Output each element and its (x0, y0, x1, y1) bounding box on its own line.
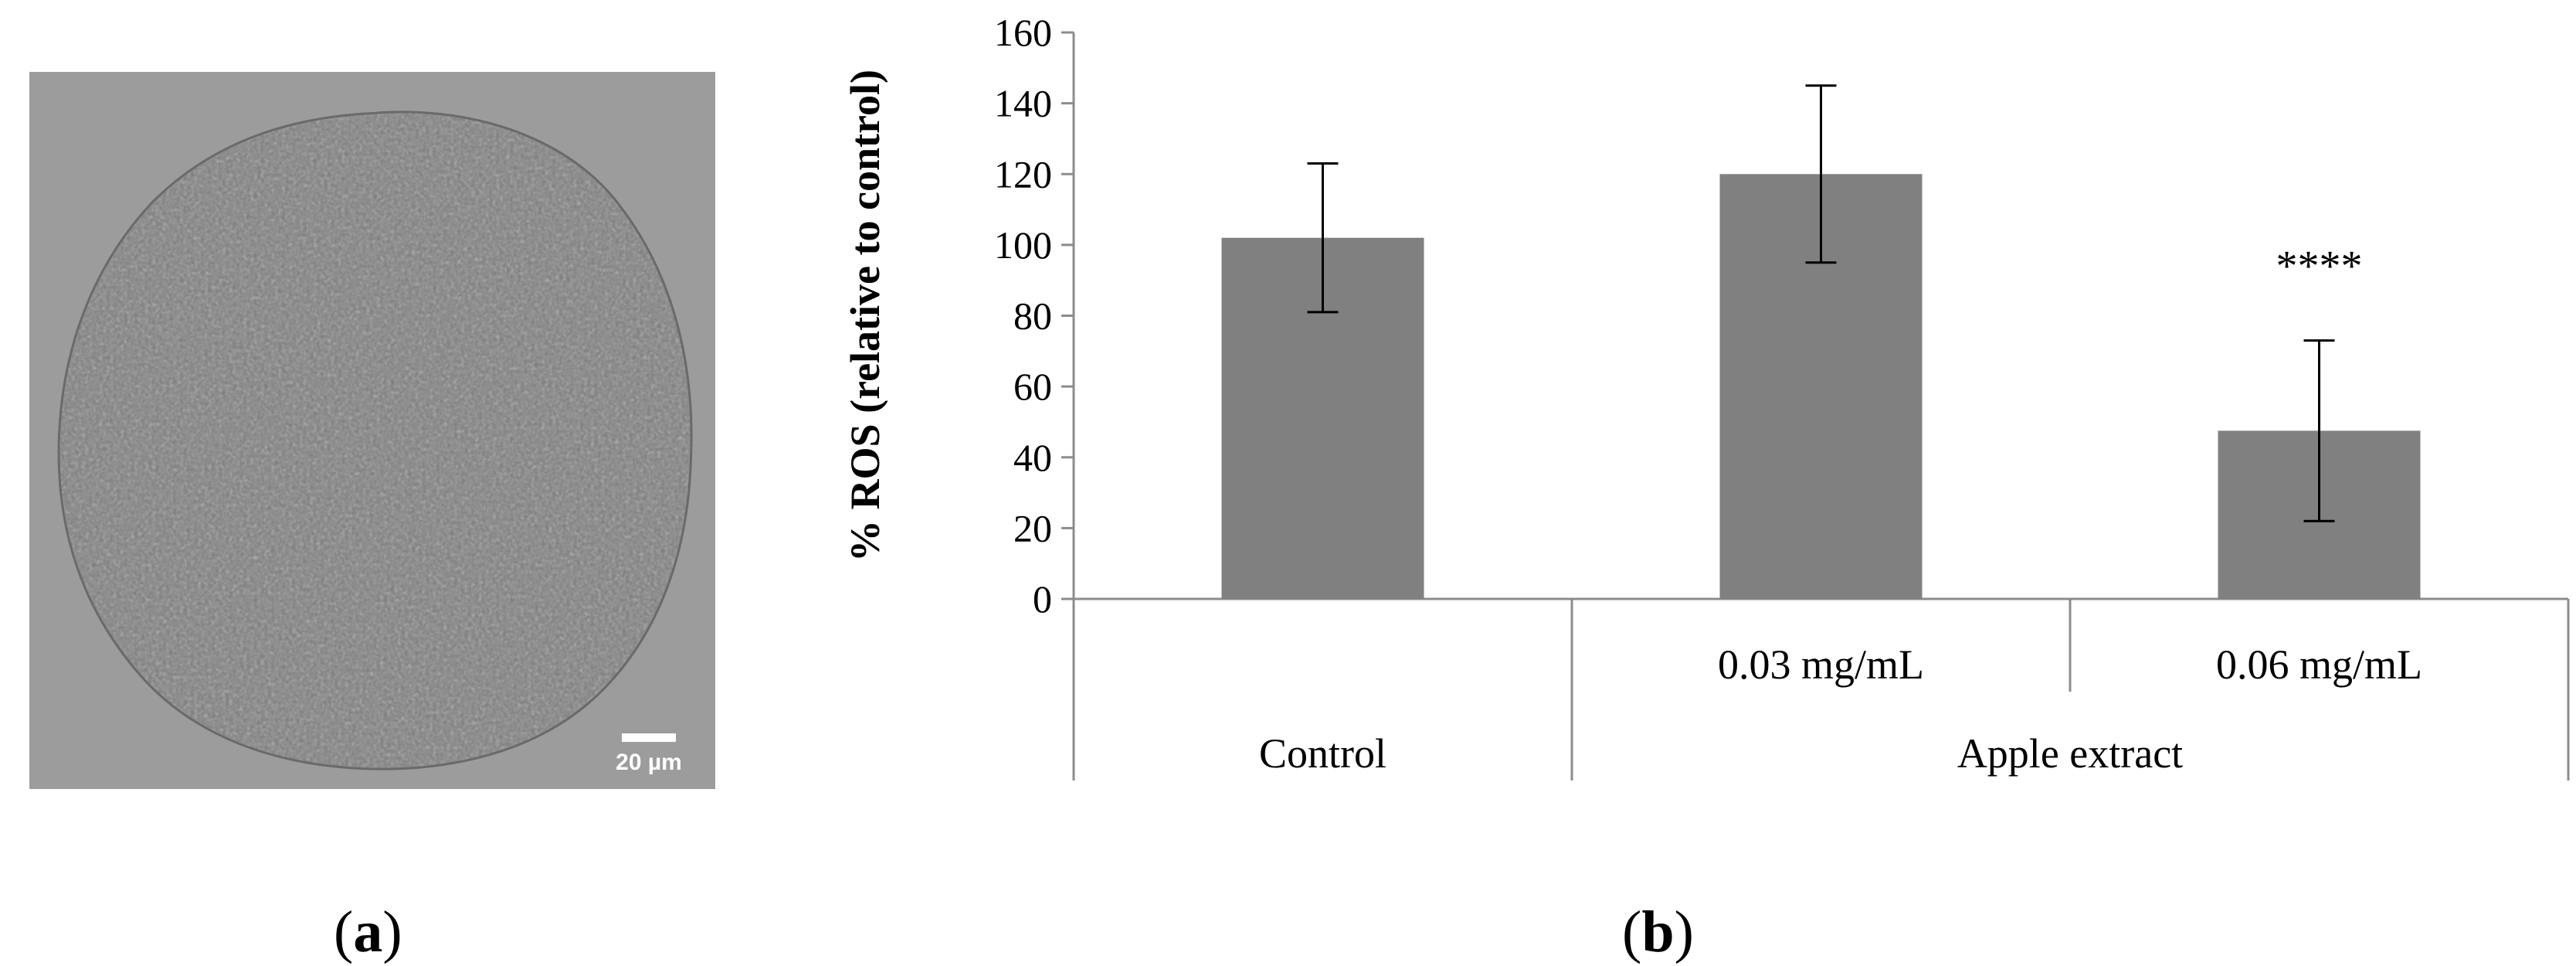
y-tick-label: 120 (994, 152, 1052, 196)
scale-bar (622, 733, 676, 742)
x-group-label: Apple extract (1957, 730, 2183, 777)
y-axis-title: % ROS (relative to control) (842, 70, 888, 562)
panel-b: 0 20 40 60 80 100 120 140 160 % ROS (relative to … (772, 0, 2576, 966)
y-tick-label: 20 (1013, 506, 1052, 549)
x-category-label: 0.06 mg/mL (2216, 641, 2422, 688)
panel-a: 20 µm (a) (0, 0, 772, 966)
panel-label-b: (b) (1622, 900, 1694, 964)
x-group-label: Control (1259, 730, 1386, 777)
y-tick-label: 40 (1013, 436, 1052, 479)
ros-bar-chart: 0 20 40 60 80 100 120 140 160 % ROS (relative to … (842, 11, 2570, 781)
significance-marker: **** (2276, 243, 2363, 291)
y-tick-label: 160 (994, 11, 1052, 54)
y-tick-label: 0 (1033, 577, 1052, 621)
scale-bar-label: 20 µm (616, 750, 682, 775)
panel-label-a: (a) (334, 900, 402, 964)
spheroid-micrograph: 20 µm (29, 72, 715, 789)
y-tick-label: 60 (1013, 365, 1052, 408)
x-category-label: 0.03 mg/mL (1718, 641, 1924, 688)
y-tick-label: 140 (994, 82, 1052, 125)
y-tick-label: 100 (994, 223, 1052, 267)
y-tick-label: 80 (1013, 294, 1052, 338)
